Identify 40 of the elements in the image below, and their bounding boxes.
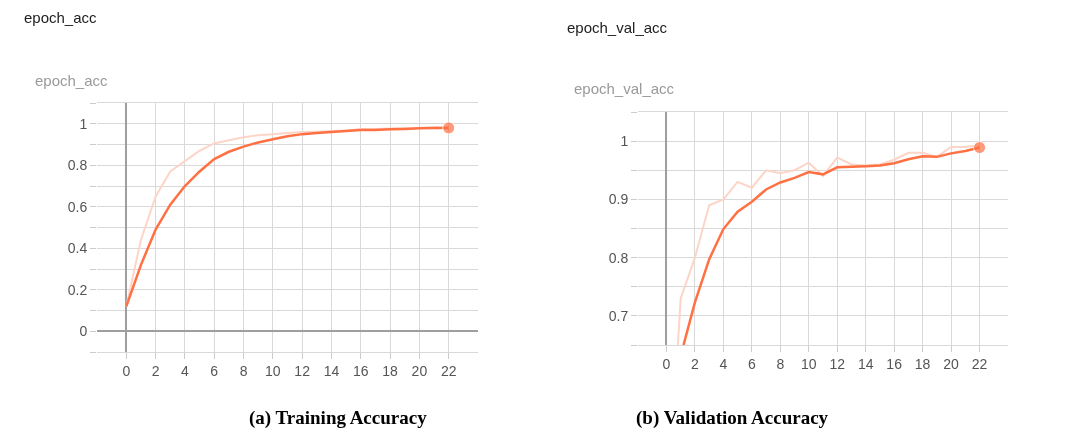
x-tick-label: 6 (747, 355, 756, 372)
text: (a) Training Accuracy (249, 407, 428, 429)
chart-title: epoch_val_acc (567, 19, 668, 36)
x-tick-label: 0 (662, 355, 671, 372)
x-tick-label: 16 (352, 362, 369, 379)
y-tick-label: 0.4 (67, 240, 88, 257)
x-tick-label: 20 (411, 362, 428, 379)
chart-subtitle: epoch_val_acc (574, 80, 675, 97)
x-tick-label: 12 (829, 355, 846, 372)
x-tick-label: 8 (776, 355, 785, 372)
x-tick-label: 2 (151, 362, 160, 379)
x-tick-label: 14 (857, 355, 874, 372)
y-tick-label: 1 (79, 115, 88, 132)
chart-title: epoch_acc (24, 9, 98, 26)
x-tick-label: 4 (719, 355, 728, 372)
x-tick-label: 10 (800, 355, 817, 372)
y-tick-label: 0.9 (608, 191, 629, 208)
x-tick-label: 14 (323, 362, 340, 379)
y-tick-label: 0.2 (67, 281, 88, 298)
y-tick-label: 0.7 (608, 307, 629, 324)
x-tick-label: 20 (943, 355, 960, 372)
y-tick-label: 0.6 (67, 198, 88, 215)
x-tick-label: 4 (181, 362, 190, 379)
x-tick-label: 0 (122, 362, 131, 379)
x-tick-label: 22 (971, 355, 988, 372)
chart-subtitle: epoch_acc (35, 72, 109, 89)
y-tick-label: 0 (79, 323, 88, 340)
x-tick-label: 18 (914, 355, 931, 372)
x-tick-label: 22 (440, 362, 457, 379)
x-tick-label: 6 (210, 362, 219, 379)
x-tick-label: 10 (265, 362, 281, 379)
x-tick-label: 8 (239, 362, 248, 379)
y-tick-label: 0.8 (608, 249, 629, 266)
x-tick-label: 18 (382, 362, 399, 379)
x-tick-label: 16 (886, 355, 903, 372)
x-tick-label: 12 (294, 362, 311, 379)
text: (b) Validation Accuracy (636, 407, 829, 429)
x-tick-label: 2 (691, 355, 700, 372)
y-tick-label: 1 (620, 133, 629, 150)
y-tick-label: 0.8 (67, 157, 88, 174)
